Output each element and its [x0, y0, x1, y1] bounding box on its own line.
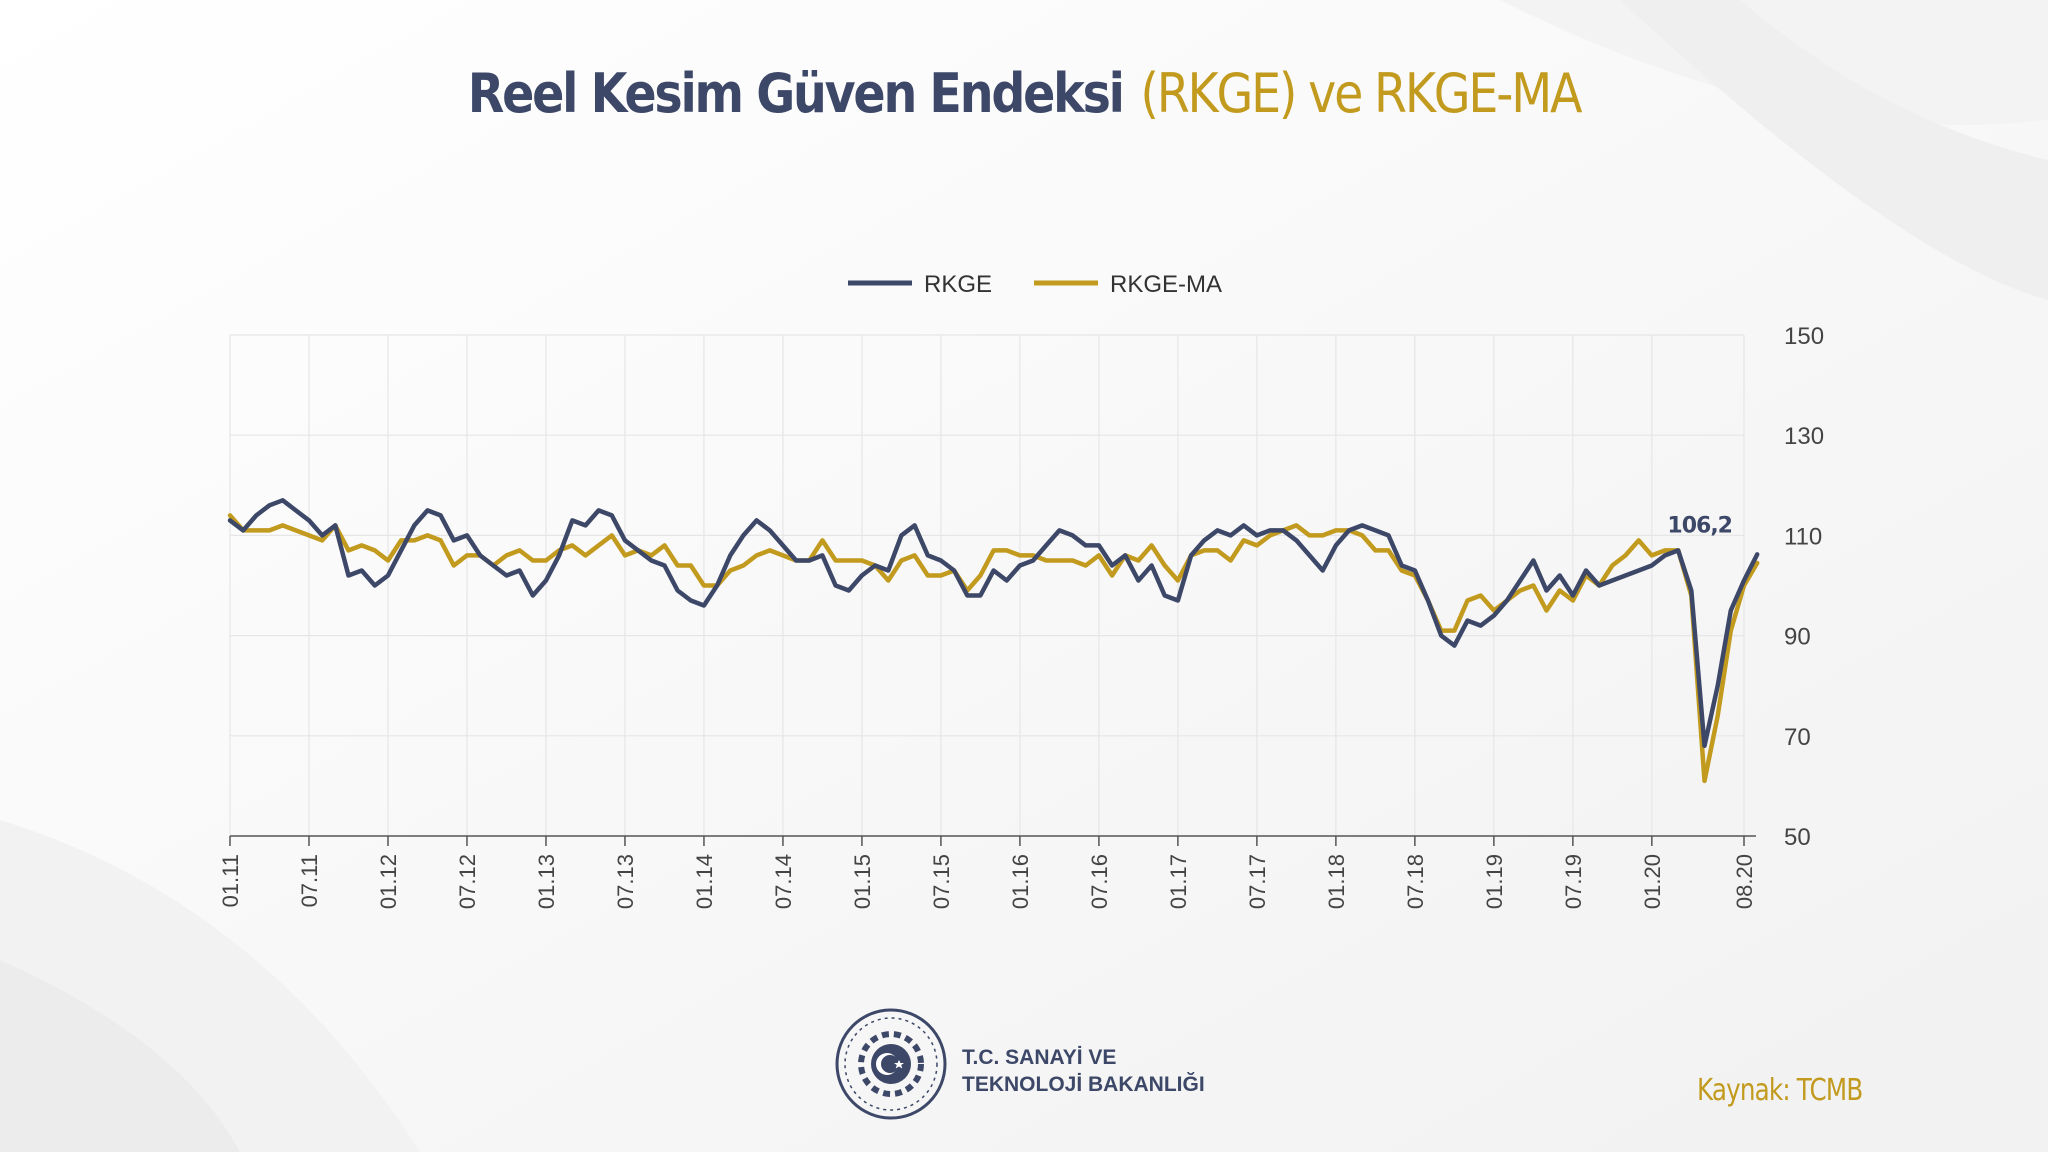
y-tick-label: 110 — [1784, 523, 1822, 550]
x-tick-label: 07.14 — [771, 854, 796, 909]
last-value-label: 106,2 — [1667, 513, 1732, 538]
x-tick-label: 01.15 — [850, 854, 875, 909]
x-tick-label: 01.18 — [1324, 854, 1349, 909]
x-tick-label: 01.19 — [1482, 854, 1507, 909]
x-tick-label: 01.11 — [218, 854, 243, 907]
x-tick-label: 07.17 — [1245, 854, 1270, 909]
x-tick-label: 07.12 — [455, 854, 480, 909]
y-tick-label: 50 — [1784, 824, 1811, 851]
ministry-line-1: T.C. SANAYİ VE — [962, 1046, 1117, 1069]
title-main: Reel Kesim Güven Endeksi — [467, 62, 1125, 125]
chart-series — [227, 498, 1760, 784]
x-tick-label: 01.16 — [1008, 854, 1033, 909]
x-tick-label: 07.13 — [613, 854, 638, 909]
y-tick-label: 130 — [1784, 423, 1824, 450]
page-title: Reel Kesim Güven Endeksi (RKGE) ve RKGE-M… — [123, 62, 1925, 125]
y-tick-label: 150 — [1784, 323, 1824, 350]
x-tick-label: 01.20 — [1640, 854, 1665, 909]
series-line-rkge — [227, 498, 1760, 749]
y-tick-label: 90 — [1784, 624, 1811, 651]
x-tick-label: 07.18 — [1403, 854, 1428, 909]
x-tick-label: 07.19 — [1561, 854, 1586, 909]
ministry-line-2: TEKNOLOJİ BAKANLIĞI — [962, 1073, 1205, 1096]
x-tick-label: 01.13 — [534, 854, 559, 909]
legend-label-rkge-ma: RKGE-MA — [1110, 271, 1222, 298]
x-tick-label: 07.11 — [297, 854, 322, 907]
y-tick-label: 70 — [1784, 724, 1811, 751]
chart-axes — [229, 835, 1756, 846]
x-tick-label: 01.17 — [1166, 854, 1191, 909]
x-tick-label: 07.15 — [929, 854, 954, 909]
ministry-name: T.C. SANAYİ VE TEKNOLOJİ BAKANLIĞI — [962, 1044, 1205, 1098]
x-tick-label: 01.14 — [692, 854, 717, 909]
x-tick-label: 08.20 — [1732, 854, 1757, 909]
chart-legend: RKGE RKGE-MA — [848, 271, 1222, 298]
source-label: Kaynak: TCMB — [1697, 1073, 1863, 1108]
legend-label-rkge: RKGE — [924, 271, 992, 298]
title-sub: (RKGE) ve RKGE-MA — [1140, 62, 1582, 125]
x-tick-label: 07.16 — [1087, 854, 1112, 909]
x-tick-label: 01.12 — [376, 854, 401, 909]
chart-grid — [229, 334, 1745, 836]
series-line-rkge-ma — [227, 513, 1760, 784]
ministry-seal-icon — [835, 1008, 947, 1120]
chart-labels: 50 70 90 110 130 150 01.11 07.11 01.12 07.12 01.13… — [218, 323, 1824, 909]
line-chart: RKGE RKGE-MA 50 70 90 110 130 150 01.11 07.11 01.… — [218, 271, 1824, 909]
